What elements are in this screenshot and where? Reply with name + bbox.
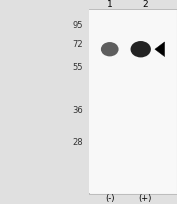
Text: 2: 2 <box>142 0 148 9</box>
Text: 28: 28 <box>73 137 83 146</box>
Text: 1: 1 <box>107 0 113 9</box>
Ellipse shape <box>130 42 151 58</box>
Ellipse shape <box>101 43 119 57</box>
Text: 72: 72 <box>73 39 83 48</box>
Bar <box>88 10 177 194</box>
Text: 55: 55 <box>73 63 83 72</box>
Text: (-): (-) <box>105 193 115 202</box>
Bar <box>89 11 176 193</box>
Text: (+): (+) <box>138 193 152 202</box>
Text: 36: 36 <box>72 106 83 115</box>
Text: 95: 95 <box>73 21 83 30</box>
Polygon shape <box>155 43 165 57</box>
